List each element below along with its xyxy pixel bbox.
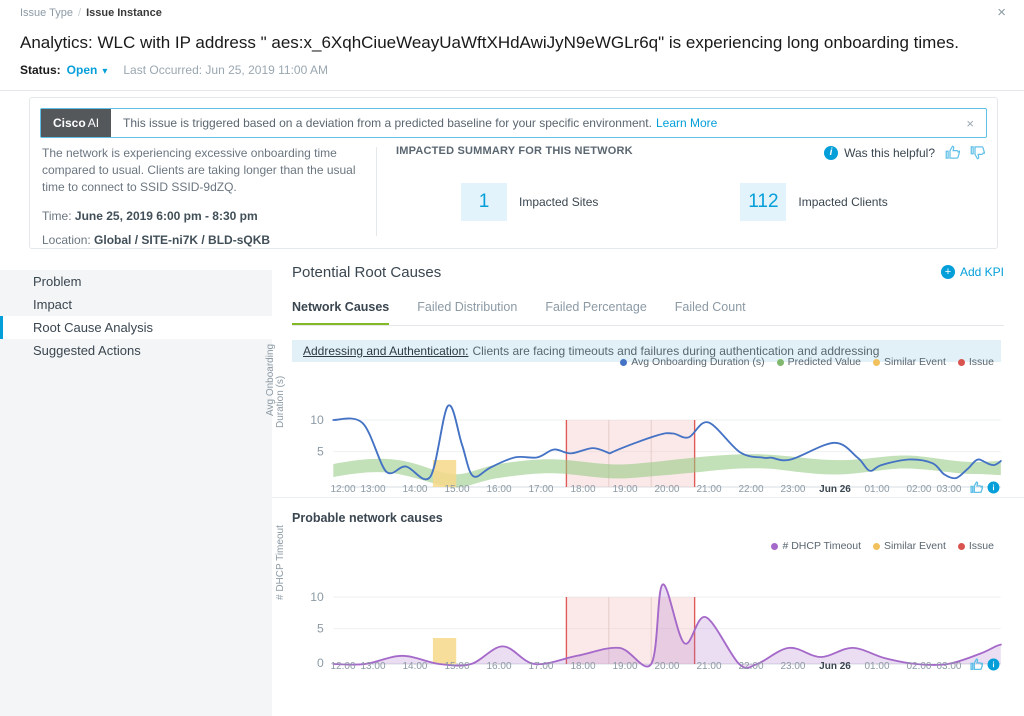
svg-text:5: 5 <box>317 622 324 636</box>
svg-text:0: 0 <box>317 656 324 670</box>
svg-text:10: 10 <box>310 590 324 604</box>
svg-text:5: 5 <box>317 445 324 459</box>
svg-text:10: 10 <box>310 413 324 427</box>
